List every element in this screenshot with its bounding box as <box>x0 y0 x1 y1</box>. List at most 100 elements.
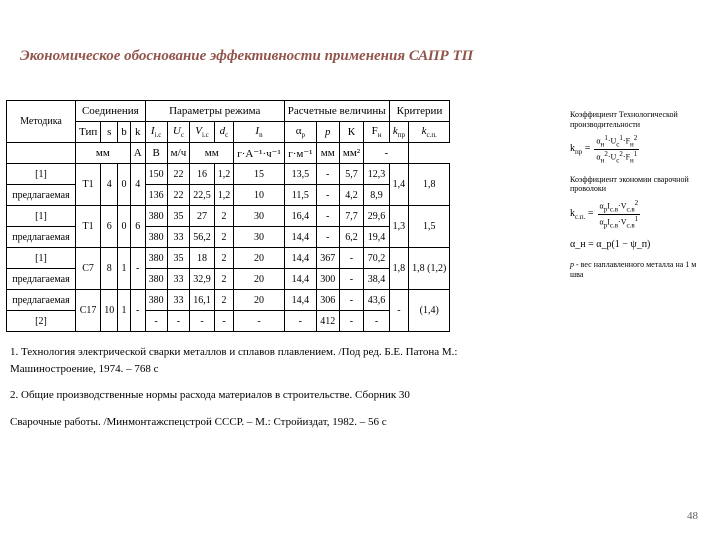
table-cell: - <box>284 311 316 332</box>
sub-h: k <box>130 122 145 143</box>
table-cell: 367 <box>316 248 339 269</box>
table-cell: 1 <box>118 290 131 332</box>
table-cell: [1] <box>7 164 76 185</box>
table-cell: C7 <box>76 248 101 290</box>
table-cell: - <box>339 248 364 269</box>
table-cell: T1 <box>76 164 101 206</box>
unit-cell: мм <box>76 143 131 164</box>
table-cell: 7,7 <box>339 206 364 227</box>
table-cell: - <box>234 311 285 332</box>
table-cell: - <box>364 311 389 332</box>
table-cell: 20 <box>234 248 285 269</box>
sub-h: Uc <box>167 122 190 143</box>
table-cell: 1 <box>118 248 131 290</box>
unit-cell: В <box>145 143 167 164</box>
table-cell: - <box>145 311 167 332</box>
table-cell: 11,5 <box>284 185 316 206</box>
table-cell: 5,7 <box>339 164 364 185</box>
page-title: Экономическое обоснование эффективности … <box>20 48 700 65</box>
sub-h: Ii.c <box>145 122 167 143</box>
table-cell: - <box>316 206 339 227</box>
unit-row: мм А В м/ч мм г·А⁻¹·ч⁻¹ г·м⁻¹ мм мм² - <box>7 143 450 164</box>
unit-cell: г·А⁻¹·ч⁻¹ <box>234 143 285 164</box>
table-cell: 30 <box>234 227 285 248</box>
table-cell: 33 <box>167 290 190 311</box>
ref-1: 1. Технология электрической сварки метал… <box>10 344 530 377</box>
unit-cell: г·м⁻¹ <box>284 143 316 164</box>
table-cell: - <box>339 269 364 290</box>
table-cell: [1] <box>7 206 76 227</box>
table-cell: 14,4 <box>284 248 316 269</box>
table-cell: 4,2 <box>339 185 364 206</box>
table-row: предлагаемая3803356,223014,4-6,219,4 <box>7 227 450 248</box>
unit-cell: А <box>130 143 145 164</box>
table-cell: 14,4 <box>284 227 316 248</box>
col-group-soedineniya: Соединения <box>76 101 146 122</box>
col-group-kriterii: Критерии <box>389 101 450 122</box>
unit-cell: мм <box>190 143 234 164</box>
table-cell: 22 <box>167 185 190 206</box>
table-cell: 1,5 <box>409 206 450 248</box>
table-row: [1]C781-380351822014,4367-70,21,81,8 (1,… <box>7 248 450 269</box>
references: 1. Технология электрической сварки метал… <box>10 340 530 440</box>
col-group-params: Параметры режима <box>145 101 284 122</box>
unit-cell: мм <box>316 143 339 164</box>
table-cell: 16 <box>190 164 215 185</box>
table-cell: 6 <box>101 206 118 248</box>
sub-h: К <box>339 122 364 143</box>
table-cell: 20 <box>234 290 285 311</box>
table-cell: - <box>316 185 339 206</box>
sub-h: kпр <box>389 122 409 143</box>
table-cell: 150 <box>145 164 167 185</box>
page-number: 48 <box>687 510 698 522</box>
table-cell: 32,9 <box>190 269 215 290</box>
table-cell: 380 <box>145 227 167 248</box>
table-cell: 0 <box>118 164 131 206</box>
sub-h: In <box>234 122 285 143</box>
unit-cell: м/ч <box>167 143 190 164</box>
table-cell: 22 <box>167 164 190 185</box>
col-group-raschet: Расчетные величины <box>284 101 389 122</box>
sub-h: Vi.c <box>190 122 215 143</box>
sub-h: αp <box>284 122 316 143</box>
table-cell: 14,4 <box>284 269 316 290</box>
table-cell: - <box>339 290 364 311</box>
formula-1: kпр = αн1·Uc1·Fн2 αн2·Uc2·Fн1 <box>570 135 710 165</box>
table-cell: (1,4) <box>409 290 450 332</box>
group-header-row: Методика Соединения Параметры режима Рас… <box>7 101 450 122</box>
table-cell: C17 <box>76 290 101 332</box>
table-cell: 1,4 <box>389 164 409 206</box>
table-cell: 2 <box>214 269 234 290</box>
table-cell: - <box>316 227 339 248</box>
table-cell: 2 <box>214 227 234 248</box>
table-cell: 13,5 <box>284 164 316 185</box>
table-cell: - <box>339 311 364 332</box>
ref-2: 2. Общие производственные нормы расхода … <box>10 387 530 404</box>
table-row: предлагаемая1362222,51,21011,5-4,28,9 <box>7 185 450 206</box>
table-cell: предлагаемая <box>7 227 76 248</box>
table-cell: 14,4 <box>284 290 316 311</box>
table-cell: 8,9 <box>364 185 389 206</box>
table-cell: 1,8 <box>389 248 409 290</box>
table-cell: 1,8 (1,2) <box>409 248 450 290</box>
table-cell: 56,2 <box>190 227 215 248</box>
table-cell: 27 <box>190 206 215 227</box>
table-cell: 1,8 <box>409 164 450 206</box>
table-cell: 70,2 <box>364 248 389 269</box>
table-cell: 1,2 <box>214 164 234 185</box>
table-cell: - <box>130 248 145 290</box>
table-cell: предлагаемая <box>7 185 76 206</box>
table-cell: 1,3 <box>389 206 409 248</box>
table-cell: 38,4 <box>364 269 389 290</box>
table-cell: 20 <box>234 269 285 290</box>
table-cell: T1 <box>76 206 101 248</box>
table-cell: 35 <box>167 206 190 227</box>
table-cell: 380 <box>145 206 167 227</box>
table-cell: 16,1 <box>190 290 215 311</box>
table-cell: 306 <box>316 290 339 311</box>
table-cell: 22,5 <box>190 185 215 206</box>
table-cell: 380 <box>145 290 167 311</box>
side-label-2: Коэффициент экономии сварочной проволоки <box>570 175 710 194</box>
table-cell: предлагаемая <box>7 269 76 290</box>
main-data-table: Методика Соединения Параметры режима Рас… <box>6 100 450 332</box>
